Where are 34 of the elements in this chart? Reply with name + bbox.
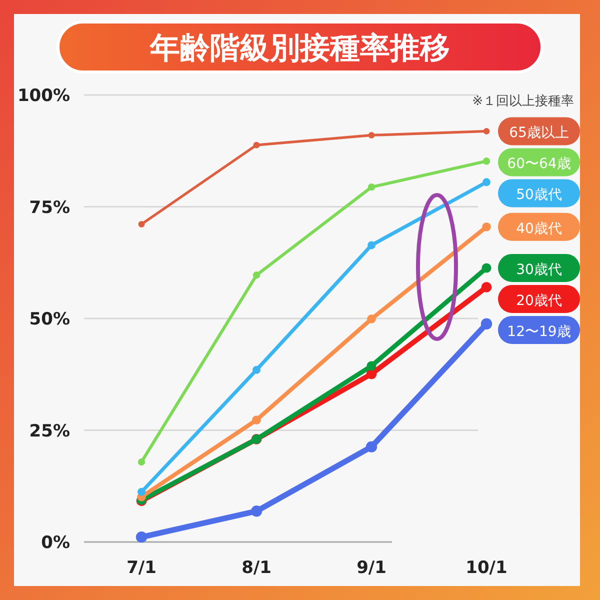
y-tick-label: 25% [29,421,70,442]
point [366,361,376,371]
point [138,488,146,496]
point [368,183,376,191]
point [252,272,260,279]
x-tick-label: 8/1 [242,558,272,578]
legend-label: 60〜64歳 [507,156,571,172]
y-tick-label: 100% [17,86,70,106]
legend-label: 65歳以上 [509,125,569,142]
point [480,318,492,330]
point [138,458,146,466]
point [136,531,148,543]
y-tick-label: 75% [29,198,70,218]
y-tick-label: 0% [41,533,70,553]
point [368,132,375,138]
point [252,416,261,424]
chart-title: 年齢階級別接種率推移 [149,31,450,66]
point [250,506,262,517]
x-tick-label: 10/1 [466,558,508,578]
text: 50歳代 [516,187,562,204]
point [138,220,145,228]
text: 20歳代 [516,292,562,309]
point [366,441,378,452]
point [368,241,376,250]
point [367,314,376,324]
point [253,142,260,148]
y-tick-label: 50% [29,310,70,330]
series-label: 12〜19歳 [507,324,571,340]
legend-label: 40歳代 [516,220,562,237]
point [252,366,260,374]
x-tick-label: 9/1 [356,558,386,578]
x-tick-label: 7/1 [126,558,156,578]
legend-label: 30歳代 [516,262,562,278]
annotation: ※１回以上接種率 [472,93,574,109]
